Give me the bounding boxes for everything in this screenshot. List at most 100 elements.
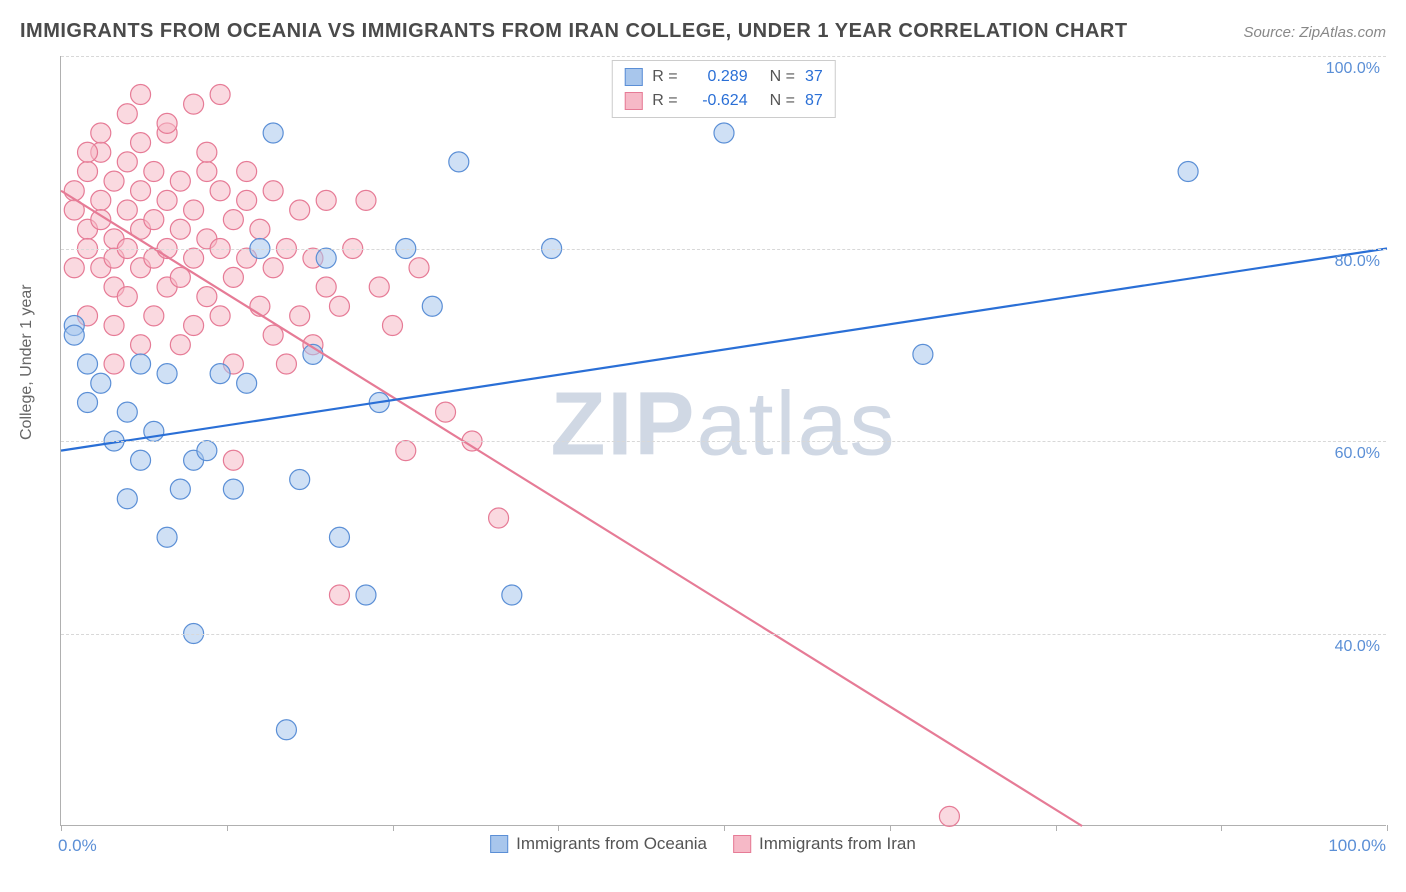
scatter-point-blue [223, 479, 243, 499]
y-tick-label: 40.0% [1335, 638, 1380, 656]
scatter-point-blue [714, 123, 734, 143]
scatter-point-pink [276, 354, 296, 374]
scatter-point-pink [144, 162, 164, 182]
scatter-point-pink [157, 190, 177, 210]
scatter-point-blue [449, 152, 469, 172]
swatch-pink [733, 835, 751, 853]
trend-line-pink [61, 191, 1082, 826]
scatter-point-pink [436, 402, 456, 422]
scatter-point-pink [117, 104, 137, 124]
swatch-blue [624, 68, 642, 86]
scatter-point-blue [502, 585, 522, 605]
legend-item-blue: Immigrants from Oceania [490, 834, 707, 854]
scatter-point-pink [316, 277, 336, 297]
gridline-h [61, 441, 1386, 442]
scatter-point-pink [383, 316, 403, 336]
scatter-point-pink [329, 296, 349, 316]
scatter-point-pink [91, 190, 111, 210]
scatter-point-pink [939, 806, 959, 826]
legend-row-blue: R = 0.289 N = 37 [624, 65, 822, 89]
scatter-point-blue [157, 364, 177, 384]
scatter-point-blue [78, 393, 98, 413]
scatter-point-blue [422, 296, 442, 316]
x-tick [890, 825, 891, 831]
scatter-point-pink [250, 219, 270, 239]
n-value-pink: 87 [805, 89, 823, 113]
scatter-point-pink [237, 162, 257, 182]
correlation-legend: R = 0.289 N = 37 R = -0.624 N = 87 [611, 60, 835, 118]
swatch-blue [490, 835, 508, 853]
x-axis-max-label: 100.0% [1328, 836, 1386, 856]
legend-label-blue: Immigrants from Oceania [516, 834, 707, 854]
scatter-point-pink [64, 258, 84, 278]
scatter-point-pink [144, 210, 164, 230]
scatter-point-pink [104, 316, 124, 336]
scatter-point-pink [184, 200, 204, 220]
scatter-point-pink [316, 190, 336, 210]
scatter-point-blue [117, 489, 137, 509]
source-attribution: Source: ZipAtlas.com [1243, 24, 1386, 41]
scatter-point-pink [131, 335, 151, 355]
legend-row-pink: R = -0.624 N = 87 [624, 89, 822, 113]
scatter-point-pink [197, 162, 217, 182]
x-tick [1387, 825, 1388, 831]
scatter-point-pink [396, 441, 416, 461]
r-value-blue: 0.289 [688, 65, 748, 89]
scatter-point-pink [104, 171, 124, 191]
scatter-point-blue [1178, 162, 1198, 182]
scatter-point-pink [144, 306, 164, 326]
scatter-point-pink [223, 450, 243, 470]
x-tick [1221, 825, 1222, 831]
scatter-point-blue [356, 585, 376, 605]
scatter-point-pink [91, 123, 111, 143]
x-axis-min-label: 0.0% [58, 836, 97, 856]
chart-title: IMMIGRANTS FROM OCEANIA VS IMMIGRANTS FR… [20, 20, 1128, 43]
scatter-point-pink [170, 335, 190, 355]
plot-area: ZIPatlas R = 0.289 N = 37 R = -0.624 N =… [60, 56, 1386, 826]
scatter-point-blue [210, 364, 230, 384]
scatter-point-pink [78, 142, 98, 162]
scatter-point-pink [237, 190, 257, 210]
scatter-point-blue [263, 123, 283, 143]
scatter-point-blue [91, 373, 111, 393]
scatter-point-pink [197, 142, 217, 162]
scatter-point-pink [223, 267, 243, 287]
scatter-point-pink [369, 277, 389, 297]
scatter-point-pink [117, 200, 137, 220]
scatter-point-blue [117, 402, 137, 422]
n-label: N = [770, 89, 795, 113]
scatter-point-pink [356, 190, 376, 210]
scatter-point-blue [276, 720, 296, 740]
scatter-point-blue [78, 354, 98, 374]
scatter-point-pink [117, 287, 137, 307]
scatter-point-blue [64, 325, 84, 345]
r-value-pink: -0.624 [688, 89, 748, 113]
scatter-point-pink [117, 152, 137, 172]
scatter-point-pink [170, 171, 190, 191]
scatter-point-pink [263, 258, 283, 278]
r-label: R = [652, 89, 677, 113]
y-tick-label: 100.0% [1326, 60, 1380, 78]
x-tick [61, 825, 62, 831]
scatter-point-pink [210, 85, 230, 105]
y-tick-label: 80.0% [1335, 253, 1380, 271]
scatter-point-pink [131, 85, 151, 105]
scatter-point-blue [237, 373, 257, 393]
scatter-point-pink [223, 210, 243, 230]
scatter-point-blue [290, 470, 310, 490]
gridline-h [61, 249, 1386, 250]
gridline-h [61, 56, 1386, 57]
scatter-point-pink [78, 162, 98, 182]
scatter-point-pink [131, 133, 151, 153]
scatter-point-pink [290, 200, 310, 220]
scatter-point-pink [409, 258, 429, 278]
x-tick [1056, 825, 1057, 831]
scatter-point-blue [316, 248, 336, 268]
scatter-point-blue [197, 441, 217, 461]
legend-item-pink: Immigrants from Iran [733, 834, 916, 854]
x-tick [724, 825, 725, 831]
scatter-point-pink [131, 181, 151, 201]
scatter-point-pink [184, 316, 204, 336]
scatter-point-blue [913, 344, 933, 364]
scatter-point-blue [131, 450, 151, 470]
